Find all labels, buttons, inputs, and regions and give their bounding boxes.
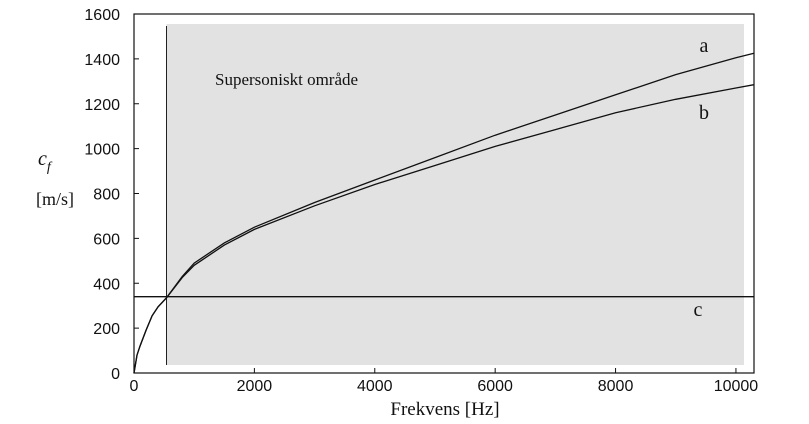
y-tick-label: 1000 [84,142,120,159]
y-tick-label: 1600 [84,7,120,24]
series-label-a: a [700,35,709,57]
series-group: a b c [133,35,755,374]
y-tick-label: 600 [93,231,120,248]
x-tick-label: 4000 [357,378,393,395]
y-tick-label: 400 [93,276,120,293]
y-tick-label: 200 [93,321,120,338]
series-label-c: c [694,299,703,321]
y-tick-label: 0 [111,366,120,383]
x-tick-label: 2000 [237,378,273,395]
y-axis-symbol: cf [38,148,53,175]
y-tick-label: 800 [93,187,120,204]
x-tick-label: 8000 [598,378,634,395]
x-axis-label: Frekvens [Hz] [390,399,499,420]
y-tick-label: 1200 [84,97,120,114]
ticks-group: 0 2000 4000 6000 8000 10000 0 200 400 600 800 1000 1… [84,7,758,395]
series-line-b [133,84,755,374]
series-label-b: b [699,102,709,124]
x-tick-label: 6000 [477,378,513,395]
y-axis-unit: [m/s] [36,189,74,209]
y-axis-symbol-main: c [38,148,47,170]
y-axis-symbol-subscript: f [47,160,53,175]
supersonic-region [166,24,744,365]
region-label: Supersoniskt område [215,70,358,89]
x-tick-label: 0 [130,378,139,395]
x-tick-label: 10000 [714,378,759,395]
y-tick-label: 1400 [84,52,120,69]
